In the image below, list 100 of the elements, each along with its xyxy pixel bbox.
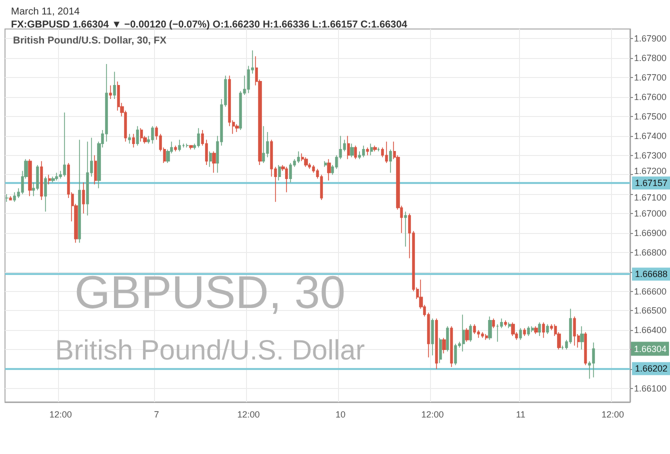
candlestick	[140, 128, 143, 142]
candlestick	[370, 143, 373, 156]
y-tick-label: 1.67700	[634, 72, 667, 83]
candlestick	[573, 316, 576, 346]
candlestick	[473, 324, 476, 334]
candlestick	[511, 322, 515, 336]
candlestick	[28, 158, 32, 196]
candlestick	[465, 328, 469, 342]
candlestick	[462, 314, 465, 352]
candlestick	[446, 326, 449, 352]
candlestick	[362, 145, 365, 158]
candlestick	[454, 343, 457, 366]
candlestick	[94, 154, 97, 185]
x-tick-label: 11	[516, 410, 526, 420]
candlestick	[235, 124, 239, 132]
candlestick	[9, 196, 12, 200]
candlestick	[132, 134, 135, 148]
y-tick-label: 1.67000	[634, 208, 667, 219]
candlestick	[534, 326, 538, 334]
ref-line-label: 1.66688	[635, 269, 668, 280]
candlestick	[109, 84, 112, 100]
candlestick	[44, 176, 47, 212]
candlestick	[442, 337, 446, 354]
candlestick	[485, 334, 488, 340]
candlestick	[324, 160, 327, 168]
candlestick	[209, 150, 212, 168]
annotation: 1.66304	[634, 344, 667, 354]
candlestick	[48, 174, 51, 185]
candlestick	[592, 342, 595, 378]
x-tick-label: 10	[336, 410, 346, 420]
candlestick	[584, 332, 587, 366]
candlestick	[289, 162, 292, 183]
candlestick	[55, 172, 58, 181]
chart-subtitle: FX:GBPUSD 1.66304 ▼ −0.00120 (−0.07%) O:1.66230 H:1.66336 L:1.66157 C:1.66304	[11, 20, 408, 30]
chart-title: March 11, 2014	[11, 6, 80, 18]
candlestick	[350, 143, 354, 158]
candlestick	[297, 150, 300, 164]
candlestick	[197, 128, 200, 148]
candlestick	[128, 134, 131, 144]
candlestick	[404, 211, 407, 247]
candlestick	[113, 71, 116, 100]
y-tick-label: 1.67400	[634, 130, 667, 141]
y-tick-label: 1.67900	[634, 34, 667, 44]
y-tick-label: 1.66900	[634, 228, 667, 238]
candlestick	[78, 139, 81, 244]
candlestick	[580, 326, 584, 350]
y-tick-label: 1.67200	[634, 166, 667, 176]
candlestick	[488, 316, 492, 340]
candlestick	[527, 326, 530, 336]
candlestick	[508, 322, 511, 329]
candlestick	[174, 145, 177, 152]
x-tick-label: 7	[154, 410, 159, 420]
candlestick	[546, 324, 549, 334]
candlestick	[212, 150, 216, 174]
candlestick	[151, 126, 154, 144]
x-tick-label: 12:00	[237, 410, 260, 420]
y-tick-label: 1.66600	[634, 286, 667, 296]
candlestick	[450, 326, 453, 368]
candlestick	[523, 328, 526, 336]
y-tick-label: 1.66500	[634, 306, 667, 316]
x-tick-label: 12:00	[49, 410, 72, 420]
y-tick-label: 1.67100	[634, 192, 667, 203]
annotation: GBPUSD, 30	[74, 266, 346, 318]
x-tick-label: 12:00	[421, 410, 444, 420]
candlestick	[389, 149, 392, 174]
candlestick	[178, 139, 181, 152]
candlestick	[304, 156, 308, 168]
candlestick	[504, 320, 507, 327]
y-tick-label: 1.67600	[634, 92, 667, 102]
candlestick	[86, 141, 89, 216]
annotation: British Pound/U.S. Dollar	[55, 334, 365, 366]
candlestick	[278, 164, 281, 181]
candlestick	[262, 126, 265, 164]
candlestick	[481, 332, 484, 338]
candlestick	[542, 322, 545, 338]
candlestick	[51, 176, 55, 183]
candlestick	[538, 322, 541, 336]
candlestick	[435, 318, 438, 370]
candlestick	[285, 166, 288, 193]
candlestick	[492, 318, 495, 329]
candlestick	[327, 158, 331, 181]
candlestick	[354, 145, 357, 160]
candlestick	[531, 326, 534, 332]
x-tick-label: 12:00	[601, 410, 624, 420]
y-tick-label: 1.67800	[634, 53, 667, 64]
y-tick-label: 1.66400	[634, 325, 667, 336]
ref-line-label: 1.67157	[635, 178, 668, 188]
candlestick	[469, 324, 472, 342]
candlestick	[189, 145, 193, 150]
candlestick	[431, 318, 434, 356]
candlestick	[5, 194, 9, 202]
ref-line-label: 1.66202	[635, 364, 668, 374]
candlestick	[385, 141, 388, 164]
candlestick	[40, 160, 43, 200]
candlestick	[63, 112, 66, 178]
candlestick	[136, 126, 139, 146]
candlestick	[439, 337, 442, 364]
candlestick	[13, 192, 16, 202]
y-tick-label: 1.67300	[634, 150, 667, 160]
y-tick-label: 1.67500	[634, 111, 667, 122]
